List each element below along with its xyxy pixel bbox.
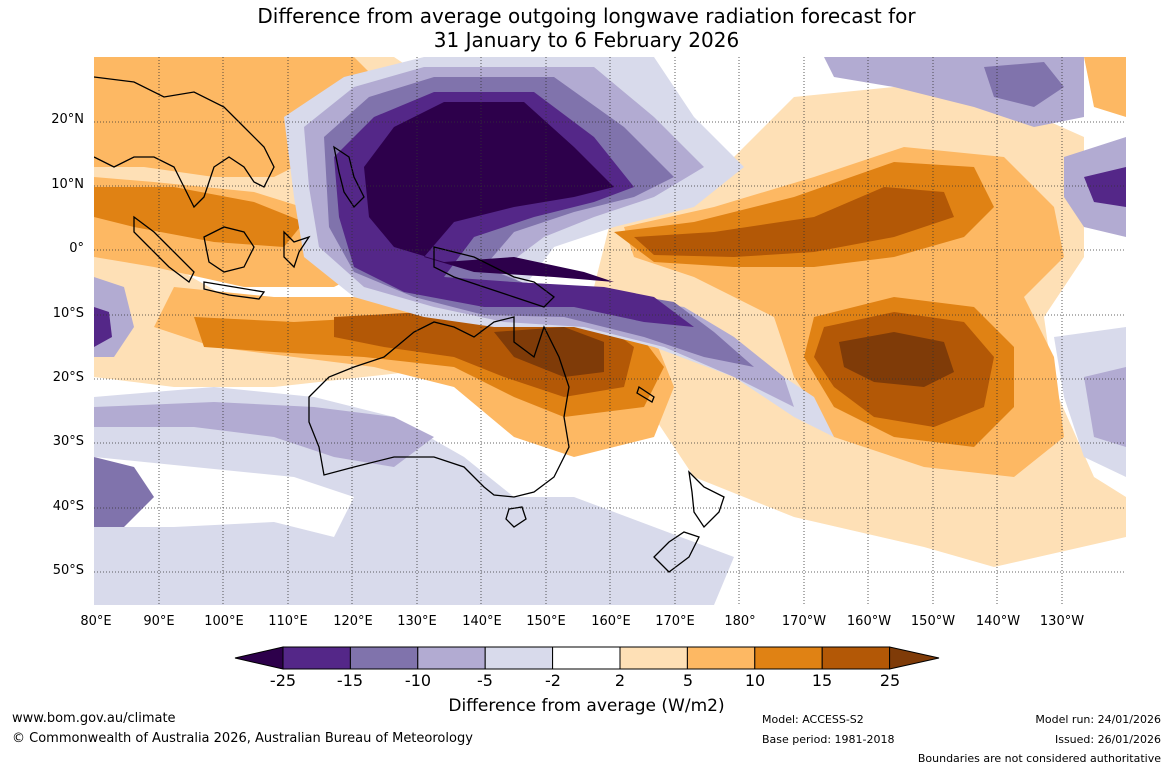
lon-label-130w: 130°W xyxy=(1039,614,1085,629)
coastline-new-guinea xyxy=(433,246,555,308)
chart-title: Difference from average outgoing longwav… xyxy=(0,4,1173,52)
colorbar-tick-2: 2 xyxy=(614,671,626,690)
lon-label-140e: 140°E xyxy=(462,614,502,629)
anomaly-field-purple-southeast xyxy=(1084,367,1126,447)
colorbar-cell xyxy=(686,646,756,670)
colorbar-extend-low xyxy=(234,646,284,670)
colorbar-extend-high xyxy=(889,646,940,670)
colorbar-cell xyxy=(754,646,823,670)
lat-label-30s: 30°S xyxy=(52,434,84,449)
colorbar-cell xyxy=(417,646,486,670)
boundaries-disclaimer: Boundaries are not considered authoritat… xyxy=(917,752,1161,765)
anomaly-field-orange-northeast xyxy=(1084,57,1126,117)
anomaly-field-lilac-southern-ocean xyxy=(94,387,734,605)
colorbar-tick-minus-25: -25 xyxy=(269,671,297,690)
lat-label-40s: 40°S xyxy=(52,499,84,514)
anomaly-field-mid-purple-southwest xyxy=(94,457,154,527)
lat-label-10s: 10°S xyxy=(52,306,84,321)
lon-label-150e: 150°E xyxy=(526,614,566,629)
colorbar-tick-15: 15 xyxy=(811,671,833,690)
lon-label-130e: 130°E xyxy=(397,614,437,629)
graticule xyxy=(94,57,1126,605)
colorbar-cell xyxy=(821,646,891,670)
lon-label-90e: 90°E xyxy=(143,614,175,629)
title-line-1: Difference from average outgoing longwav… xyxy=(257,4,916,28)
coastline-asia-mainland xyxy=(94,76,275,209)
lon-label-160e: 160°E xyxy=(591,614,631,629)
colorbar-tick-minus-10: -10 xyxy=(404,671,432,690)
anomaly-field-dark-purple-west-edge xyxy=(94,307,112,347)
anomaly-field-light-purple-southwest xyxy=(94,402,434,467)
model-name: Model: ACCESS-S2 xyxy=(762,713,864,726)
anomaly-field-very-dark-australia xyxy=(494,327,604,377)
colorbar-tick-10: 10 xyxy=(744,671,766,690)
coastline-sumatra xyxy=(133,215,195,283)
colorbar-cell xyxy=(484,646,554,670)
colorbar-tick-minus-2: -2 xyxy=(545,671,561,690)
coastline-australia xyxy=(308,316,570,498)
colorbar-cell xyxy=(349,646,419,670)
lon-label-160w: 160°W xyxy=(846,614,892,629)
anomaly-field-dark-purple-east xyxy=(1084,167,1126,207)
colorbar xyxy=(234,646,940,670)
lon-label-140w: 140°W xyxy=(975,614,1021,629)
base-period: Base period: 1981-2018 xyxy=(762,733,895,746)
anomaly-field-brown-pacific-band xyxy=(634,187,954,257)
lat-label-10n: 10°N xyxy=(51,177,84,192)
model-run-date: Model run: 24/01/2026 xyxy=(1035,713,1161,726)
lon-label-110e: 110°E xyxy=(268,614,308,629)
colorbar-tick-minus-15: -15 xyxy=(336,671,364,690)
issued-date: Issued: 26/01/2026 xyxy=(1054,733,1161,746)
title-line-2: 31 January to 6 February 2026 xyxy=(433,28,740,52)
coastline-new-zealand-north xyxy=(688,470,725,529)
lon-label-120e: 120°E xyxy=(333,614,373,629)
lat-label-20n: 20°N xyxy=(51,112,84,127)
colorbar-tick-25: 25 xyxy=(879,671,901,690)
coastline-sulawesi xyxy=(283,230,311,269)
lon-label-180: 180° xyxy=(724,614,756,629)
colorbar-title: Difference from average (W/m2) xyxy=(448,696,725,716)
coastline-tasmania xyxy=(505,506,527,528)
colorbar-cell xyxy=(552,646,621,670)
lon-label-170e: 170°E xyxy=(655,614,695,629)
olr-anomaly-map xyxy=(94,57,1126,605)
lon-label-170w: 170°W xyxy=(781,614,827,629)
copyright-text: © Commonwealth of Australia 2026, Austra… xyxy=(12,731,473,746)
lat-label-20s: 20°S xyxy=(52,370,84,385)
website-link[interactable]: www.bom.gov.au/climate xyxy=(12,711,176,726)
lat-label-equator: 0° xyxy=(69,241,84,256)
coastline-philippines xyxy=(333,145,365,209)
lon-label-80e: 80°E xyxy=(80,614,112,629)
colorbar-cell xyxy=(619,646,688,670)
coastline-java xyxy=(203,281,266,300)
lat-label-50s: 50°S xyxy=(52,563,84,578)
anomaly-field-darkest-purple-warm-pool xyxy=(364,102,614,282)
anomaly-field-dark-purple-northeast-blob xyxy=(984,62,1064,107)
coastlines xyxy=(94,76,725,573)
lon-label-100e: 100°E xyxy=(204,614,244,629)
colorbar-tick-minus-5: -5 xyxy=(477,671,493,690)
lon-label-150w: 150°W xyxy=(910,614,956,629)
coastline-borneo xyxy=(203,226,255,273)
anomaly-field-dark-orange-west-band xyxy=(94,187,304,247)
colorbar-tick-5: 5 xyxy=(682,671,694,690)
colorbar-cell xyxy=(282,646,351,670)
coastline-new-caledonia xyxy=(636,385,655,403)
coastline-new-zealand-south xyxy=(653,531,700,573)
